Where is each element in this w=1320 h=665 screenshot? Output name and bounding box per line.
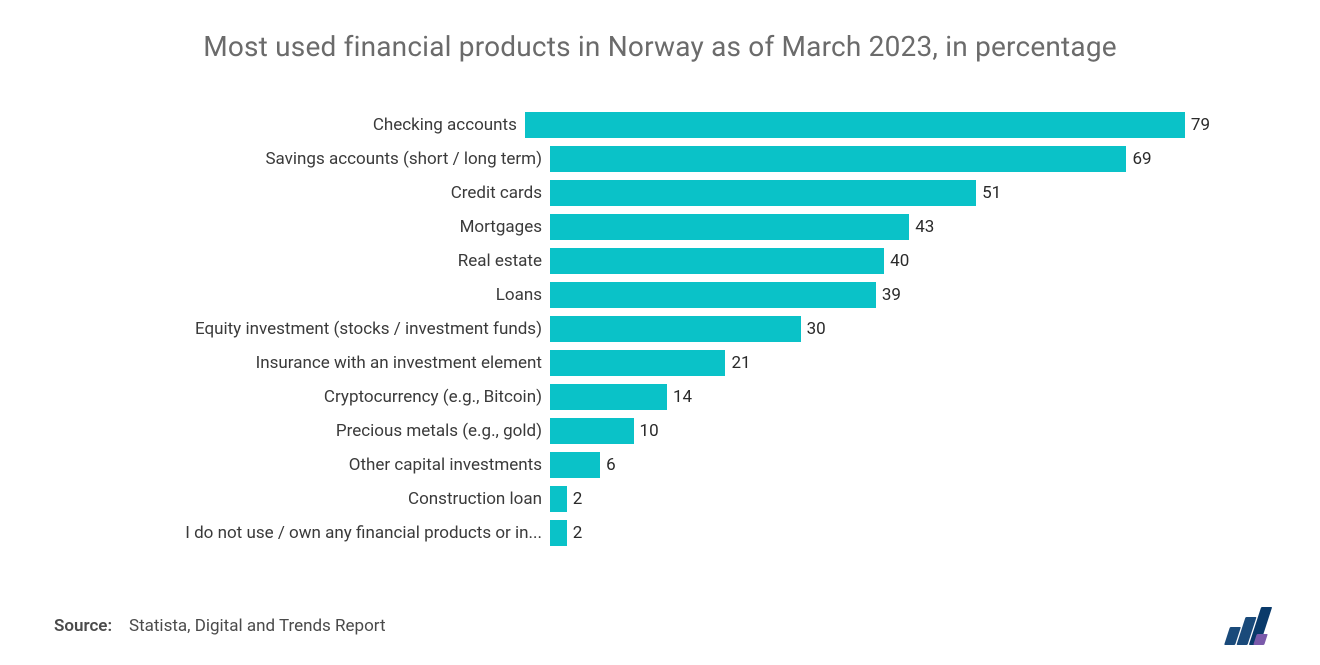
chart-row: Precious metals (e.g., gold) 10 xyxy=(110,414,1210,448)
chart-row: Insurance with an investment element 21 xyxy=(110,346,1210,380)
bar-wrap: 39 xyxy=(550,282,1210,308)
bar-wrap: 79 xyxy=(525,112,1210,138)
category-label: Credit cards xyxy=(110,183,550,203)
category-label: Precious metals (e.g., gold) xyxy=(110,421,550,441)
bar xyxy=(550,214,909,240)
chart-row: Mortgages 43 xyxy=(110,210,1210,244)
bar-wrap: 51 xyxy=(550,180,1210,206)
category-label: Savings accounts (short / long term) xyxy=(110,149,550,169)
chart-row: Savings accounts (short / long term) 69 xyxy=(110,142,1210,176)
bar-wrap: 2 xyxy=(550,486,1210,512)
category-label: Real estate xyxy=(110,251,550,271)
bar-wrap: 69 xyxy=(550,146,1210,172)
category-label: Insurance with an investment element xyxy=(110,353,550,373)
category-label: Checking accounts xyxy=(110,115,525,135)
category-label: Construction loan xyxy=(110,489,550,509)
chart-area: Checking accounts 79 Savings accounts (sho… xyxy=(50,108,1270,579)
chart-footer: Source: Statista, Digital and Trends Rep… xyxy=(50,579,1270,645)
bar xyxy=(550,248,884,274)
category-label: Cryptocurrency (e.g., Bitcoin) xyxy=(110,387,550,407)
value-label: 21 xyxy=(731,353,750,373)
chart-row: Loans 39 xyxy=(110,278,1210,312)
bar-wrap: 30 xyxy=(550,316,1210,342)
category-label: Equity investment (stocks / investment f… xyxy=(110,319,550,339)
value-label: 6 xyxy=(606,455,616,475)
source-line: Source: Statista, Digital and Trends Rep… xyxy=(54,616,386,636)
value-label: 14 xyxy=(673,387,692,407)
value-label: 2 xyxy=(573,523,583,543)
bar-wrap: 14 xyxy=(550,384,1210,410)
value-label: 43 xyxy=(915,217,934,237)
value-label: 69 xyxy=(1132,149,1151,169)
bar xyxy=(550,282,876,308)
category-label: I do not use / own any financial product… xyxy=(110,523,550,543)
bar xyxy=(550,180,976,206)
source-text: Statista, Digital and Trends Report xyxy=(129,616,386,636)
bar-wrap: 10 xyxy=(550,418,1210,444)
chart-row: Other capital investments 6 xyxy=(110,448,1210,482)
category-label: Other capital investments xyxy=(110,455,550,475)
bar-wrap: 21 xyxy=(550,350,1210,376)
bar-wrap: 2 xyxy=(550,520,1210,546)
value-label: 2 xyxy=(573,489,583,509)
bar xyxy=(550,520,567,546)
publisher-logo-icon xyxy=(1227,607,1266,645)
category-label: Mortgages xyxy=(110,217,550,237)
chart-row: Construction loan 2 xyxy=(110,482,1210,516)
chart-row: Checking accounts 79 xyxy=(110,108,1210,142)
value-label: 10 xyxy=(640,421,659,441)
bar xyxy=(550,146,1126,172)
chart-row: Equity investment (stocks / investment f… xyxy=(110,312,1210,346)
bar xyxy=(550,316,801,342)
value-label: 30 xyxy=(807,319,826,339)
bar xyxy=(550,350,725,376)
bar xyxy=(550,452,600,478)
source-prefix: Source: xyxy=(54,616,112,636)
value-label: 39 xyxy=(882,285,901,305)
bar-wrap: 40 xyxy=(550,248,1210,274)
value-label: 79 xyxy=(1191,115,1210,135)
bar-wrap: 43 xyxy=(550,214,1210,240)
chart-row: Credit cards 51 xyxy=(110,176,1210,210)
bar xyxy=(525,112,1185,138)
bar xyxy=(550,418,634,444)
category-label: Loans xyxy=(110,285,550,305)
chart-container: Most used financial products in Norway a… xyxy=(0,0,1320,665)
value-label: 51 xyxy=(982,183,1001,203)
bar xyxy=(550,384,667,410)
bar xyxy=(550,486,567,512)
value-label: 40 xyxy=(890,251,909,271)
chart-row: Real estate 40 xyxy=(110,244,1210,278)
chart-row: Cryptocurrency (e.g., Bitcoin) 14 xyxy=(110,380,1210,414)
bar-wrap: 6 xyxy=(550,452,1210,478)
chart-title: Most used financial products in Norway a… xyxy=(50,30,1270,63)
chart-row: I do not use / own any financial product… xyxy=(110,516,1210,550)
